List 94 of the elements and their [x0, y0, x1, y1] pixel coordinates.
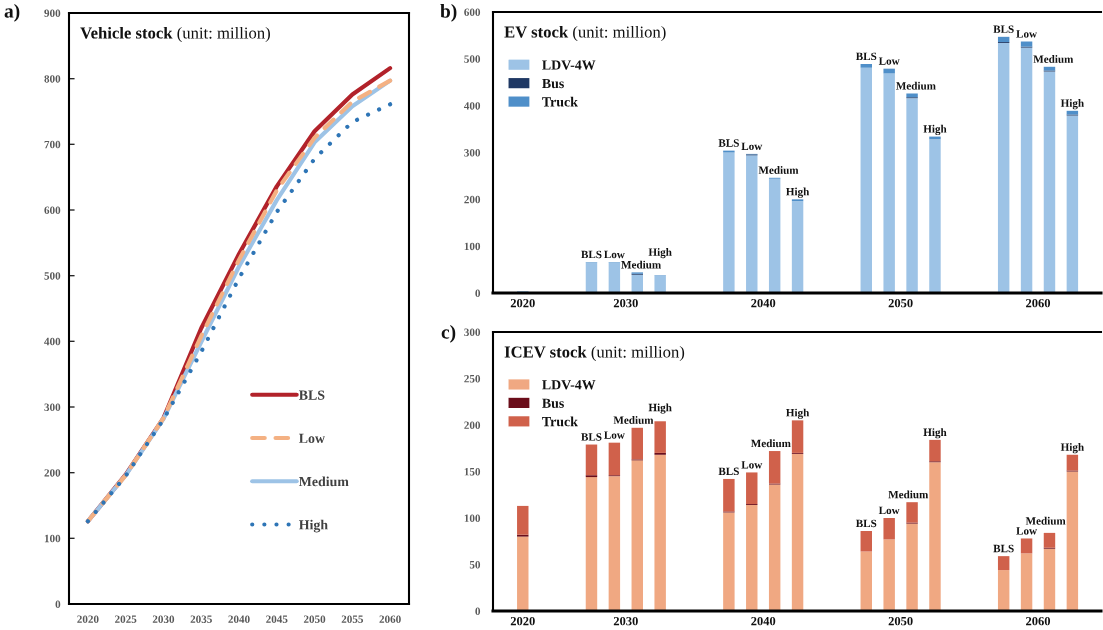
data-label: BLS: [718, 139, 739, 147]
text: (unit: million): [591, 345, 685, 361]
x-tick-label: 2060: [1026, 616, 1051, 626]
data-label: BLS: [993, 25, 1014, 33]
x-tick-label: 2040: [751, 298, 776, 308]
data-label: BLS: [581, 433, 602, 441]
legend-label: BLS: [298, 390, 325, 400]
data-label: High: [786, 187, 810, 198]
text: (unit: million): [177, 26, 270, 42]
data-label: BLS: [855, 519, 877, 528]
data-label: High: [1060, 99, 1084, 110]
data-label: High: [1060, 443, 1084, 454]
data-label: BLS: [993, 544, 1014, 553]
y-tick-label: 0: [55, 600, 61, 608]
legend-label: Truck: [542, 96, 578, 107]
data-label: BLS: [855, 52, 877, 61]
y-tick-label: 200: [464, 195, 481, 204]
y-tick-label: 900: [44, 9, 61, 17]
y-tick-label: 300: [464, 328, 481, 336]
x-tick-label: 2055: [341, 615, 364, 623]
data-label: Low: [1016, 30, 1038, 38]
x-tick-label: 2060: [1026, 298, 1051, 308]
x-tick-label: 2040: [751, 616, 776, 626]
legend-label: Bus: [542, 398, 564, 408]
y-tick-label: 500: [464, 55, 481, 63]
data-label: High: [923, 124, 947, 136]
y-tick-label: 400: [44, 337, 61, 346]
data-label: Low: [878, 506, 900, 515]
data-label: Low: [878, 57, 900, 65]
y-tick-label: 100: [464, 514, 481, 522]
x-tick-label: 2050: [888, 616, 913, 626]
x-tick-label: 2030: [613, 616, 638, 626]
data-label: Medium: [621, 260, 661, 269]
data-label: Medium: [1033, 55, 1074, 63]
y-tick-label: 250: [464, 374, 481, 383]
x-tick-label: 2060: [379, 615, 401, 623]
data-label: Low: [604, 250, 625, 259]
text: Vehicle stock: [80, 26, 173, 39]
y-tick-label: 0: [475, 289, 481, 297]
y-tick-label: 50: [469, 560, 481, 569]
text: b): [440, 4, 457, 22]
y-tick-label: 300: [464, 148, 481, 157]
text: EV stock: [504, 25, 569, 38]
y-tick-label: 200: [44, 469, 61, 477]
data-label: High: [648, 403, 672, 414]
y-tick-label: 400: [463, 102, 481, 110]
y-tick-label: 800: [44, 75, 61, 83]
data-label: Medium: [758, 166, 799, 174]
legend-label: Bus: [542, 78, 564, 89]
data-label: Medium: [750, 439, 791, 448]
data-label: High: [648, 248, 672, 259]
data-label: High: [923, 428, 947, 439]
y-tick-label: 200: [464, 421, 481, 429]
x-tick-label: 2030: [613, 298, 638, 308]
x-tick-label: 2020: [510, 616, 535, 626]
legend-label: Medium: [298, 476, 349, 487]
legend-label: Truck: [542, 416, 578, 427]
x-tick-label: 2050: [888, 298, 913, 308]
legend-label: High: [298, 519, 328, 533]
data-label: Medium: [1025, 516, 1066, 525]
y-tick-label: 300: [44, 403, 61, 411]
data-label: Low: [604, 431, 625, 439]
text: a): [4, 4, 20, 22]
y-tick-label: 600: [44, 206, 61, 214]
legend-label: LDV-4W: [542, 60, 596, 70]
data-label: Medium: [613, 416, 654, 424]
y-tick-label: 500: [44, 272, 61, 280]
x-tick-label: 2020: [77, 615, 99, 623]
x-tick-label: 2025: [115, 615, 137, 623]
text: ICEV stock: [504, 345, 587, 358]
x-tick-label: 2035: [190, 615, 212, 623]
y-tick-label: 700: [44, 140, 61, 149]
text: (unit: million): [573, 25, 666, 41]
x-tick-label: 2045: [266, 615, 288, 623]
y-tick-label: 100: [464, 242, 481, 251]
x-tick-label: 2050: [303, 615, 326, 623]
x-tick-label: 2020: [510, 298, 535, 308]
data-label: Medium: [888, 490, 929, 499]
y-tick-label: 150: [464, 467, 481, 476]
data-label: High: [786, 408, 810, 419]
data-label: Low: [741, 142, 763, 151]
data-label: BLS: [581, 250, 602, 259]
y-tick-label: 600: [464, 8, 481, 16]
y-tick-label: 100: [44, 534, 61, 543]
data-label: Low: [741, 461, 763, 469]
legend-label: LDV-4W: [542, 380, 596, 390]
data-label: Medium: [896, 81, 936, 90]
data-label: Low: [1016, 527, 1038, 535]
legend-label: Low: [298, 433, 325, 443]
x-tick-label: 2030: [152, 615, 175, 623]
x-tick-label: 2040: [228, 615, 250, 623]
text: c): [441, 325, 456, 343]
data-label: BLS: [718, 467, 739, 476]
y-tick-label: 0: [475, 607, 481, 615]
